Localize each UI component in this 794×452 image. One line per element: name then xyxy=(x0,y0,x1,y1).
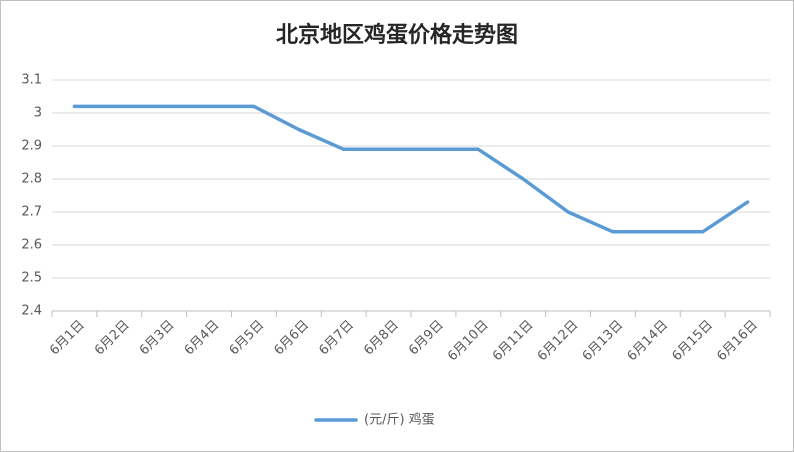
y-tick-label: 2.8 xyxy=(21,172,42,187)
y-tick-label: 2.9 xyxy=(21,139,42,154)
legend-label: (元/斤) 鸡蛋 xyxy=(364,412,435,428)
y-tick-label: 3.1 xyxy=(21,73,42,88)
y-tick-label: 2.6 xyxy=(21,238,42,253)
y-tick-label: 3 xyxy=(34,106,42,121)
y-tick-label: 2.4 xyxy=(21,304,42,319)
y-tick-label: 2.5 xyxy=(21,271,42,286)
y-tick-label: 2.7 xyxy=(21,205,42,220)
line-series xyxy=(72,104,750,234)
chart-title: 北京地区鸡蛋价格走势图 xyxy=(276,22,518,48)
